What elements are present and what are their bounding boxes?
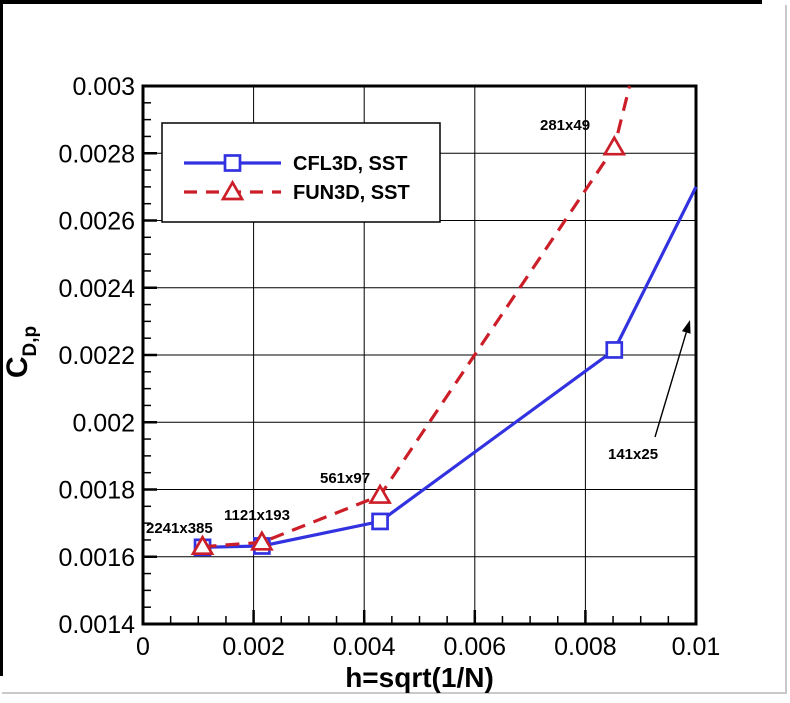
x-tick-label: 0 <box>136 633 150 661</box>
x-tick-label: 0.006 <box>444 633 507 661</box>
y-axis-title: CD,p <box>1 326 41 378</box>
x-tick-label: 0.004 <box>333 633 396 661</box>
legend: CFL3D, SST FUN3D, SST <box>161 122 441 223</box>
grid-annotation-label: 281x49 <box>540 117 590 134</box>
y-tick-labels: 0.0014 0.0016 0.0018 0.002 0.0022 0.0024 0.002… <box>59 73 136 639</box>
y-tick-label: 0.002 <box>72 409 135 437</box>
plot-frame <box>141 84 698 626</box>
grid-annotation-label: 1121x193 <box>224 507 290 524</box>
grid-annotations: 2241x385 1121x193 561x97 281x49 141x25 <box>146 117 691 537</box>
square-marker <box>371 512 389 531</box>
triangle-marker <box>250 530 274 551</box>
series-cfl3d-sst <box>193 186 698 557</box>
grid-annotation-label: 561x97 <box>320 470 370 487</box>
triangle-marker <box>190 534 215 556</box>
series-line <box>202 186 698 549</box>
x-tick-label: 0.01 <box>672 633 721 661</box>
y-tick-label: 0.0024 <box>59 275 136 303</box>
x-tick-labels: 0 0.002 0.004 0.006 0.008 0.01 <box>136 633 720 661</box>
y-tick-label: 0.0014 <box>59 611 136 639</box>
window-border-left <box>0 0 3 676</box>
grid-annotation-label: 2241x385 <box>146 520 213 537</box>
y-tick-label: 0.003 <box>72 73 135 101</box>
legend-box <box>161 122 441 223</box>
window-border-bottom <box>2 692 787 694</box>
y-tick-label: 0.0018 <box>59 477 135 505</box>
x-tick-label: 0.002 <box>222 633 285 661</box>
x-axis-title: h=sqrt(1/N) <box>345 662 494 693</box>
grid-annotation-label: 141x25 <box>608 446 658 463</box>
annotation-arrow-head <box>681 320 691 334</box>
window-border-top <box>0 0 762 4</box>
triangle-marker <box>368 483 392 504</box>
y-tick-label: 0.0028 <box>59 140 135 168</box>
legend-entry-label: FUN3D, SST <box>293 182 410 204</box>
y-tick-label: 0.0026 <box>59 208 135 236</box>
square-marker <box>605 341 624 359</box>
triangle-marker <box>602 134 627 156</box>
square-marker <box>223 154 242 172</box>
gridlines <box>143 86 696 624</box>
annotation-arrow-line <box>654 332 687 438</box>
triangle-marker <box>220 179 245 201</box>
y-tick-label: 0.0016 <box>59 544 135 572</box>
y-tick-label: 0.0022 <box>59 342 135 370</box>
series-fun3d-sst <box>190 85 632 556</box>
x-tick-label: 0.008 <box>554 633 617 661</box>
window-border-right <box>785 5 787 694</box>
legend-entry-label: CFL3D, SST <box>293 153 407 175</box>
